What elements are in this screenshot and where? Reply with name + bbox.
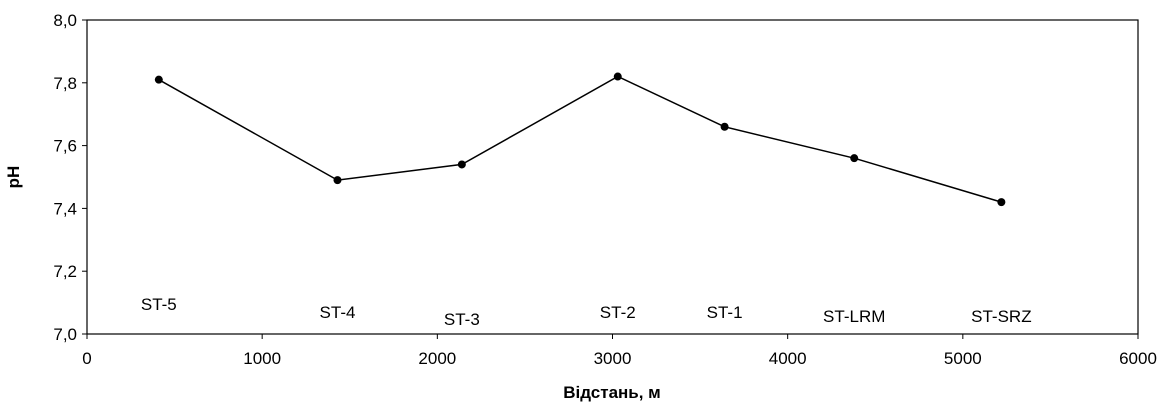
plot-area-frame — [86, 19, 1139, 335]
x-tick-label: 2000 — [418, 349, 456, 368]
data-point — [720, 122, 729, 131]
x-tick-label: 3000 — [594, 349, 632, 368]
y-tick-label: 7,8 — [53, 74, 77, 93]
y-axis: 7,0 7,2 7,4 7,6 7,8 8,0 — [53, 11, 87, 344]
y-tick-label: 7,0 — [53, 325, 77, 344]
data-point — [850, 154, 859, 163]
ph-series-line — [158, 75, 1002, 203]
station-label: ST-1 — [707, 303, 743, 322]
y-tick-label: 8,0 — [53, 11, 77, 30]
x-tick-label: 0 — [82, 349, 91, 368]
data-point — [613, 72, 622, 81]
y-axis-title: pH — [4, 166, 23, 189]
station-label: ST-5 — [141, 295, 177, 314]
station-label: ST-4 — [320, 303, 356, 322]
station-label: ST-2 — [600, 303, 636, 322]
station-label: ST-SRZ — [971, 307, 1031, 326]
y-tick-label: 7,6 — [53, 137, 77, 156]
y-tick-label: 7,2 — [53, 262, 77, 281]
x-tick-label: 5000 — [944, 349, 982, 368]
x-tick-label: 1000 — [243, 349, 281, 368]
station-label: ST-3 — [444, 310, 480, 329]
y-tick-label: 7,4 — [53, 199, 77, 218]
x-axis: 0 1000 2000 3000 4000 5000 6000 — [82, 334, 1157, 368]
data-point — [457, 160, 466, 169]
x-axis-title: Відстань, м — [563, 383, 661, 402]
station-label: ST-LRM — [823, 307, 885, 326]
data-point — [997, 198, 1006, 207]
x-tick-label: 4000 — [769, 349, 807, 368]
station-labels: ST-5 ST-4 ST-3 ST-2 ST-1 ST-LRM ST-SRZ — [141, 295, 1032, 329]
x-tick-label: 6000 — [1119, 349, 1157, 368]
data-point — [333, 176, 342, 185]
ph-series — [154, 72, 1006, 207]
data-point — [154, 75, 163, 84]
